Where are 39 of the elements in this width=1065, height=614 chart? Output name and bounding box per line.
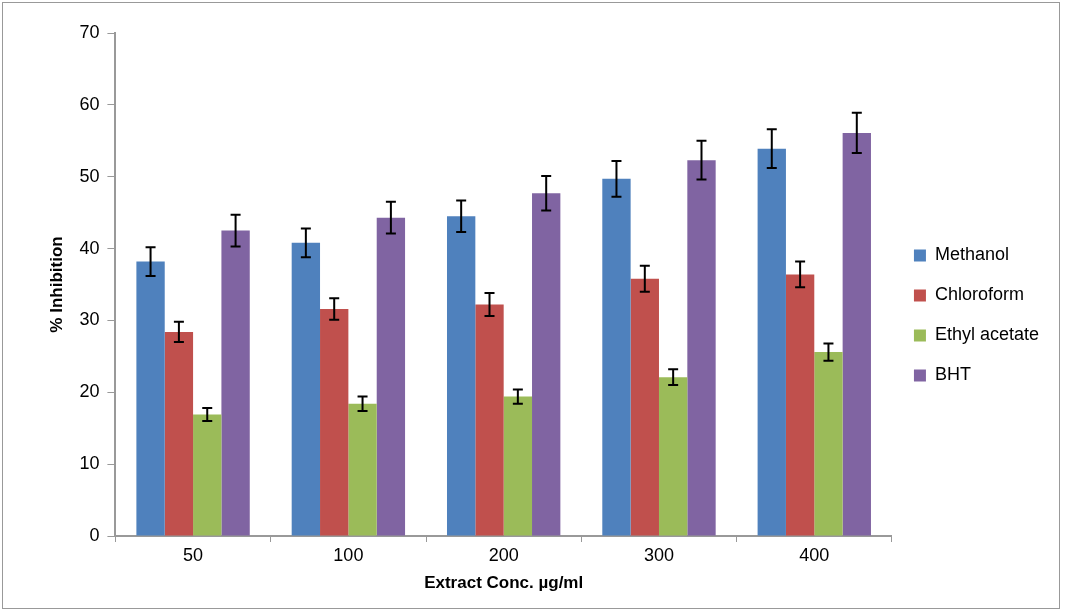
y-tick-label: 0 — [89, 524, 100, 545]
bar — [532, 193, 561, 536]
bar — [814, 352, 843, 536]
bar — [348, 403, 377, 536]
bar — [475, 304, 504, 536]
x-tick-label: 300 — [643, 544, 675, 565]
bar — [221, 230, 250, 536]
bar — [842, 132, 871, 536]
bar — [602, 178, 631, 536]
bar — [687, 160, 716, 536]
y-tick-label: 70 — [79, 21, 100, 42]
bar — [658, 377, 688, 536]
bar — [291, 242, 321, 536]
y-tick-label: 30 — [79, 309, 100, 330]
x-tick-label: 400 — [799, 544, 830, 565]
bar — [136, 261, 165, 536]
legend-label: Ethyl acetate — [934, 324, 1039, 345]
y-tick-label: 40 — [79, 237, 100, 258]
y-tick-label: 10 — [79, 453, 100, 474]
y-tick-label: 60 — [79, 93, 100, 114]
y-axis-title: % Inhibition — [46, 236, 66, 333]
x-axis-title: Extract Conc. µg/ml — [424, 573, 584, 593]
y-tick-label: 20 — [79, 381, 100, 402]
bar — [503, 396, 533, 536]
legend-label: Chloroform — [934, 284, 1024, 305]
bar — [630, 278, 659, 536]
x-tick-label: 200 — [488, 544, 519, 565]
bar — [193, 414, 222, 536]
x-tick-label: 50 — [183, 544, 204, 565]
bar — [376, 217, 406, 536]
x-tick-label: 100 — [333, 544, 364, 565]
bar — [320, 308, 349, 536]
legend-label: BHT — [934, 364, 971, 385]
bar — [446, 216, 476, 536]
legend-label: Methanol — [934, 244, 1009, 265]
bar — [757, 148, 786, 536]
bar — [785, 274, 815, 536]
bar — [164, 331, 194, 536]
y-tick-label: 50 — [79, 165, 100, 186]
